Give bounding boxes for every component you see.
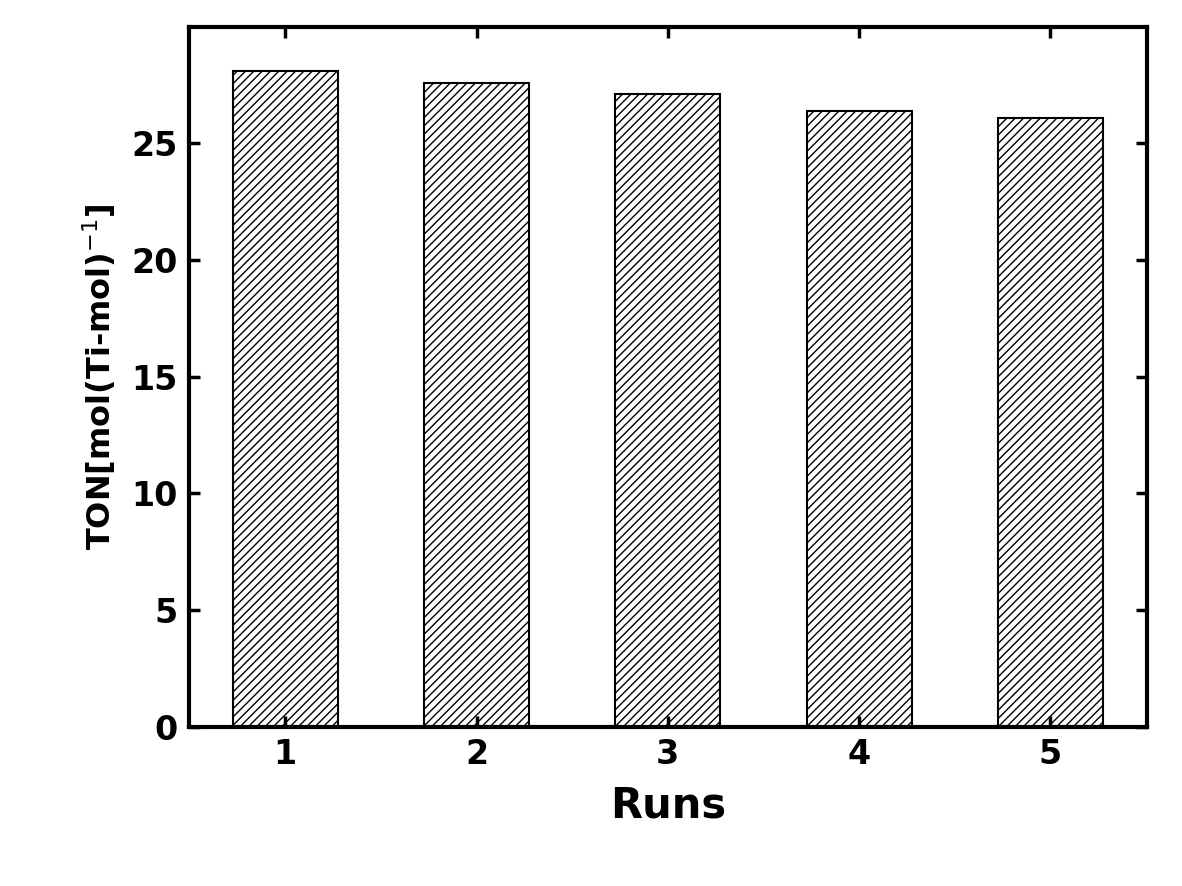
Bar	[424, 82, 530, 727]
Bar	[233, 71, 338, 727]
Bar	[998, 118, 1103, 727]
Bar	[615, 94, 721, 727]
Bar	[806, 111, 911, 727]
Y-axis label: TON[mol(Ti-mol)$^{-1}$]: TON[mol(Ti-mol)$^{-1}$]	[80, 203, 118, 550]
X-axis label: Runs: Runs	[610, 784, 726, 827]
